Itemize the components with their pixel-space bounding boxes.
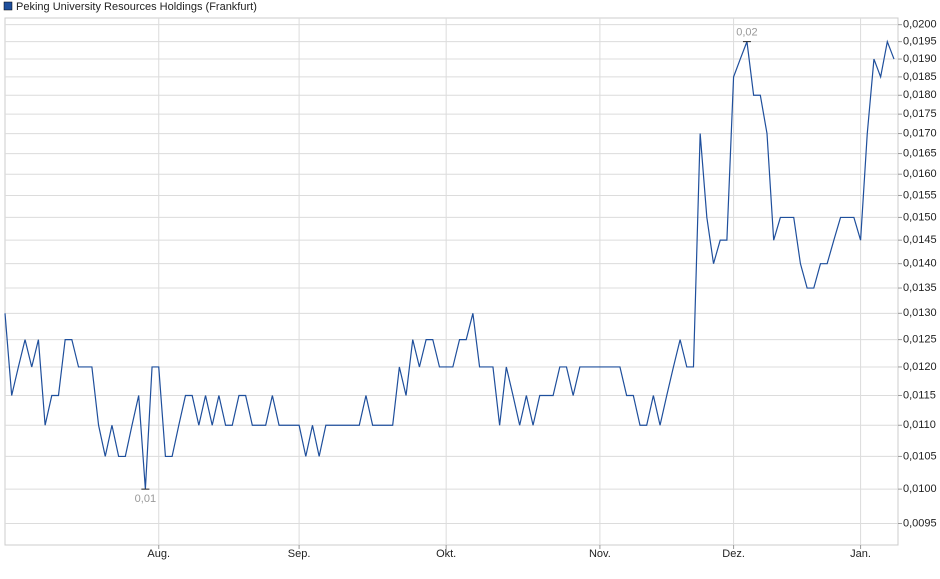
y-tick-label: 0,0115 [903,389,936,401]
y-tick-label: 0,0135 [903,282,937,294]
y-tick-label: 0,0175 [903,108,937,120]
y-tick-label: 0,0185 [903,71,937,83]
y-tick-label: 0,0105 [903,450,937,462]
y-tick-label: 0,0165 [903,147,937,159]
y-tick-label: 0,0140 [903,258,937,270]
value-label: 0,01 [135,493,156,505]
price-line [4,39,895,490]
y-tick-label: 0,0110 [903,419,936,431]
y-tick-label: 0,0150 [903,211,937,223]
x-tick-label: Okt. [436,548,456,560]
y-tick-label: 0,0130 [903,307,937,319]
plot-area [4,17,899,546]
y-tick-label: 0,0095 [903,517,937,529]
x-tick-label: Aug. [147,548,170,560]
y-tick-label: 0,0155 [903,189,937,201]
x-tick-label: Jan. [850,548,871,560]
y-tick-label: 0,0100 [903,483,937,495]
y-tick-label: 0,0200 [903,19,937,31]
value-label: 0,02 [736,27,757,39]
x-tick-label: Dez. [722,548,745,560]
y-tick-label: 0,0170 [903,127,937,139]
y-tick-label: 0,0190 [903,53,937,65]
legend-label: Peking University Resources Holdings (Fr… [16,1,257,13]
y-tick-label: 0,0180 [903,89,937,101]
x-tick-label: Nov. [589,548,611,560]
y-tick-label: 0,0160 [903,168,937,180]
y-tick-label: 0,0125 [903,334,937,346]
legend-swatch [3,1,13,11]
y-tick-label: 0,0195 [903,36,937,48]
y-tick-label: 0,0120 [903,361,937,373]
y-tick-label: 0,0145 [903,234,937,246]
x-tick-label: Sep. [288,548,311,560]
